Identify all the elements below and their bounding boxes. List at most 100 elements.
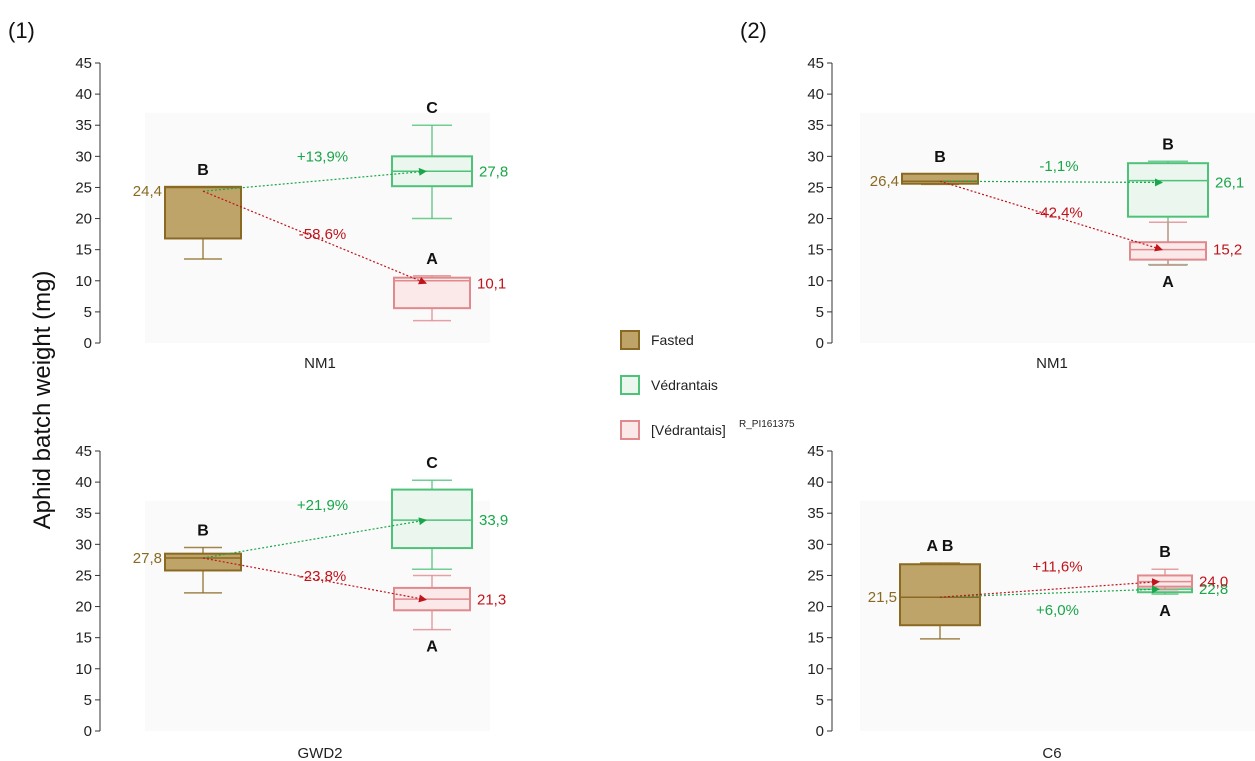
y-tick-label: 30 bbox=[807, 148, 824, 165]
mean-label: 10,1 bbox=[477, 275, 506, 292]
y-tick-label: 5 bbox=[84, 304, 92, 321]
y-tick-label: 15 bbox=[75, 242, 92, 259]
legend-item-fasted: Fasted bbox=[620, 330, 694, 350]
legend-swatch bbox=[620, 420, 640, 440]
panel-label-2: (2) bbox=[740, 18, 767, 43]
significance-letter: A B bbox=[927, 538, 954, 555]
box-vdrantais: 15,2 A bbox=[1129, 221, 1242, 291]
legend-swatch bbox=[620, 330, 640, 350]
y-tick-label: 35 bbox=[807, 117, 824, 134]
y-tick-label: 45 bbox=[75, 55, 92, 72]
arrow-vedrantais-r bbox=[202, 557, 427, 603]
box-fasted: 21,5 A B bbox=[868, 538, 981, 640]
y-tick-label: 40 bbox=[75, 86, 92, 103]
y-tick-label: 30 bbox=[75, 148, 92, 165]
box-body bbox=[164, 185, 242, 240]
legend-swatch bbox=[620, 375, 640, 395]
panel-label-1: (1) bbox=[8, 18, 35, 43]
significance-letter: B bbox=[1162, 136, 1174, 153]
percent-change-vedrantais-r: +11,6% bbox=[1032, 558, 1082, 575]
subplot-3: 0 5 10 15 20 25 30 35 40 45 GWD2 27,8 B 33,9 C 21,3 A +21… bbox=[75, 443, 508, 761]
y-tick-label: 0 bbox=[816, 335, 824, 352]
y-tick-label: 10 bbox=[75, 661, 92, 678]
percent-change-vedrantais: -1,1% bbox=[1039, 158, 1078, 175]
y-tick-label: 35 bbox=[75, 505, 92, 522]
significance-letter: A bbox=[426, 639, 438, 656]
significance-letter: A bbox=[1162, 274, 1174, 291]
y-tick-label: 45 bbox=[807, 443, 824, 460]
legend: Fasted Védrantais [Védrantais] R_PI161375 bbox=[620, 330, 795, 440]
y-tick-label: 10 bbox=[807, 661, 824, 678]
charts-group: 0 5 10 15 20 25 30 35 40 45 NM1 24,4 B 27,8 C 10,1 A +13,… bbox=[75, 55, 1255, 761]
mean-label: 21,3 bbox=[477, 592, 506, 609]
significance-letter: B bbox=[197, 162, 209, 179]
y-tick-label: 10 bbox=[75, 273, 92, 290]
y-tick-label: 25 bbox=[807, 179, 824, 196]
percent-change-vedrantais-r: -23,8% bbox=[299, 568, 347, 585]
arrow-vedrantais-r bbox=[939, 180, 1163, 252]
mean-label: 26,4 bbox=[870, 173, 899, 190]
mean-label: 27,8 bbox=[133, 550, 162, 567]
box-body bbox=[1127, 162, 1209, 218]
y-tick-label: 5 bbox=[816, 692, 824, 709]
y-tick-label: 10 bbox=[807, 273, 824, 290]
significance-letter: C bbox=[426, 100, 438, 117]
y-tick-label: 40 bbox=[807, 474, 824, 491]
box-body bbox=[391, 488, 473, 550]
y-tick-label: 25 bbox=[75, 567, 92, 584]
box-fasted: 24,4 B bbox=[133, 162, 242, 260]
mean-label: 21,5 bbox=[868, 589, 897, 606]
box-vdrantais: 24,0 B bbox=[1137, 544, 1228, 591]
box-vdrantais: 33,9 C bbox=[391, 455, 508, 570]
legend-label: Fasted bbox=[651, 332, 694, 348]
y-tick-label: 20 bbox=[75, 211, 92, 228]
significance-letter: A bbox=[426, 251, 438, 268]
box-vdrantais: 27,8 C bbox=[391, 100, 508, 220]
x-axis-label: GWD2 bbox=[298, 745, 343, 761]
significance-letter: B bbox=[197, 522, 209, 539]
y-tick-label: 20 bbox=[75, 599, 92, 616]
y-tick-label: 0 bbox=[84, 723, 92, 740]
arrow-vedrantais bbox=[939, 178, 1163, 187]
plot-background bbox=[860, 112, 1255, 344]
legend-label: Védrantais bbox=[651, 377, 718, 393]
mean-label: 15,2 bbox=[1213, 242, 1242, 259]
mean-label: 24,0 bbox=[1199, 574, 1228, 591]
box-body bbox=[1129, 241, 1207, 261]
significance-letter: B bbox=[1159, 544, 1171, 561]
y-tick-label: 15 bbox=[75, 630, 92, 647]
box-body bbox=[164, 552, 242, 572]
arrow-vedrantais bbox=[939, 585, 1160, 598]
y-tick-label: 30 bbox=[75, 536, 92, 553]
percent-change-vedrantais: +13,9% bbox=[297, 148, 348, 165]
y-tick-label: 35 bbox=[75, 117, 92, 134]
arrow-vedrantais-r bbox=[939, 578, 1160, 598]
y-tick-label: 0 bbox=[84, 335, 92, 352]
significance-letter: A bbox=[1159, 603, 1171, 620]
mean-label: 27,8 bbox=[479, 163, 508, 180]
x-axis-label: C6 bbox=[1042, 745, 1061, 761]
significance-letter: B bbox=[934, 149, 946, 166]
subplot-2: 0 5 10 15 20 25 30 35 40 45 NM1 26,4 B 26,1 B 15,2 A -1,1… bbox=[807, 55, 1255, 372]
box-body bbox=[393, 276, 471, 310]
legend-superscript: R_PI161375 bbox=[739, 419, 795, 430]
box-body bbox=[901, 172, 979, 185]
percent-change-vedrantais: +6,0% bbox=[1036, 602, 1079, 619]
mean-label: 22,8 bbox=[1199, 581, 1228, 598]
box-vdrantais: 10,1 A bbox=[393, 251, 506, 322]
percent-change-vedrantais: +21,9% bbox=[297, 497, 348, 514]
arrow-vedrantais-r bbox=[202, 190, 427, 285]
box-vdrantais: 26,1 B bbox=[1127, 136, 1244, 266]
arrow-vedrantais bbox=[202, 167, 427, 192]
y-tick-label: 40 bbox=[807, 86, 824, 103]
x-axis-label: NM1 bbox=[304, 355, 336, 372]
mean-label: 26,1 bbox=[1215, 174, 1244, 191]
box-vdrantais: 21,3 A bbox=[393, 574, 506, 656]
legend-item-vdrantais: Védrantais bbox=[620, 375, 718, 395]
legend-item-vdrantais: [Védrantais] R_PI161375 bbox=[620, 419, 795, 440]
y-tick-label: 20 bbox=[807, 211, 824, 228]
y-tick-label: 25 bbox=[807, 567, 824, 584]
box-fasted: 27,8 B bbox=[133, 522, 242, 594]
y-tick-label: 25 bbox=[75, 179, 92, 196]
mean-label: 33,9 bbox=[479, 512, 508, 529]
